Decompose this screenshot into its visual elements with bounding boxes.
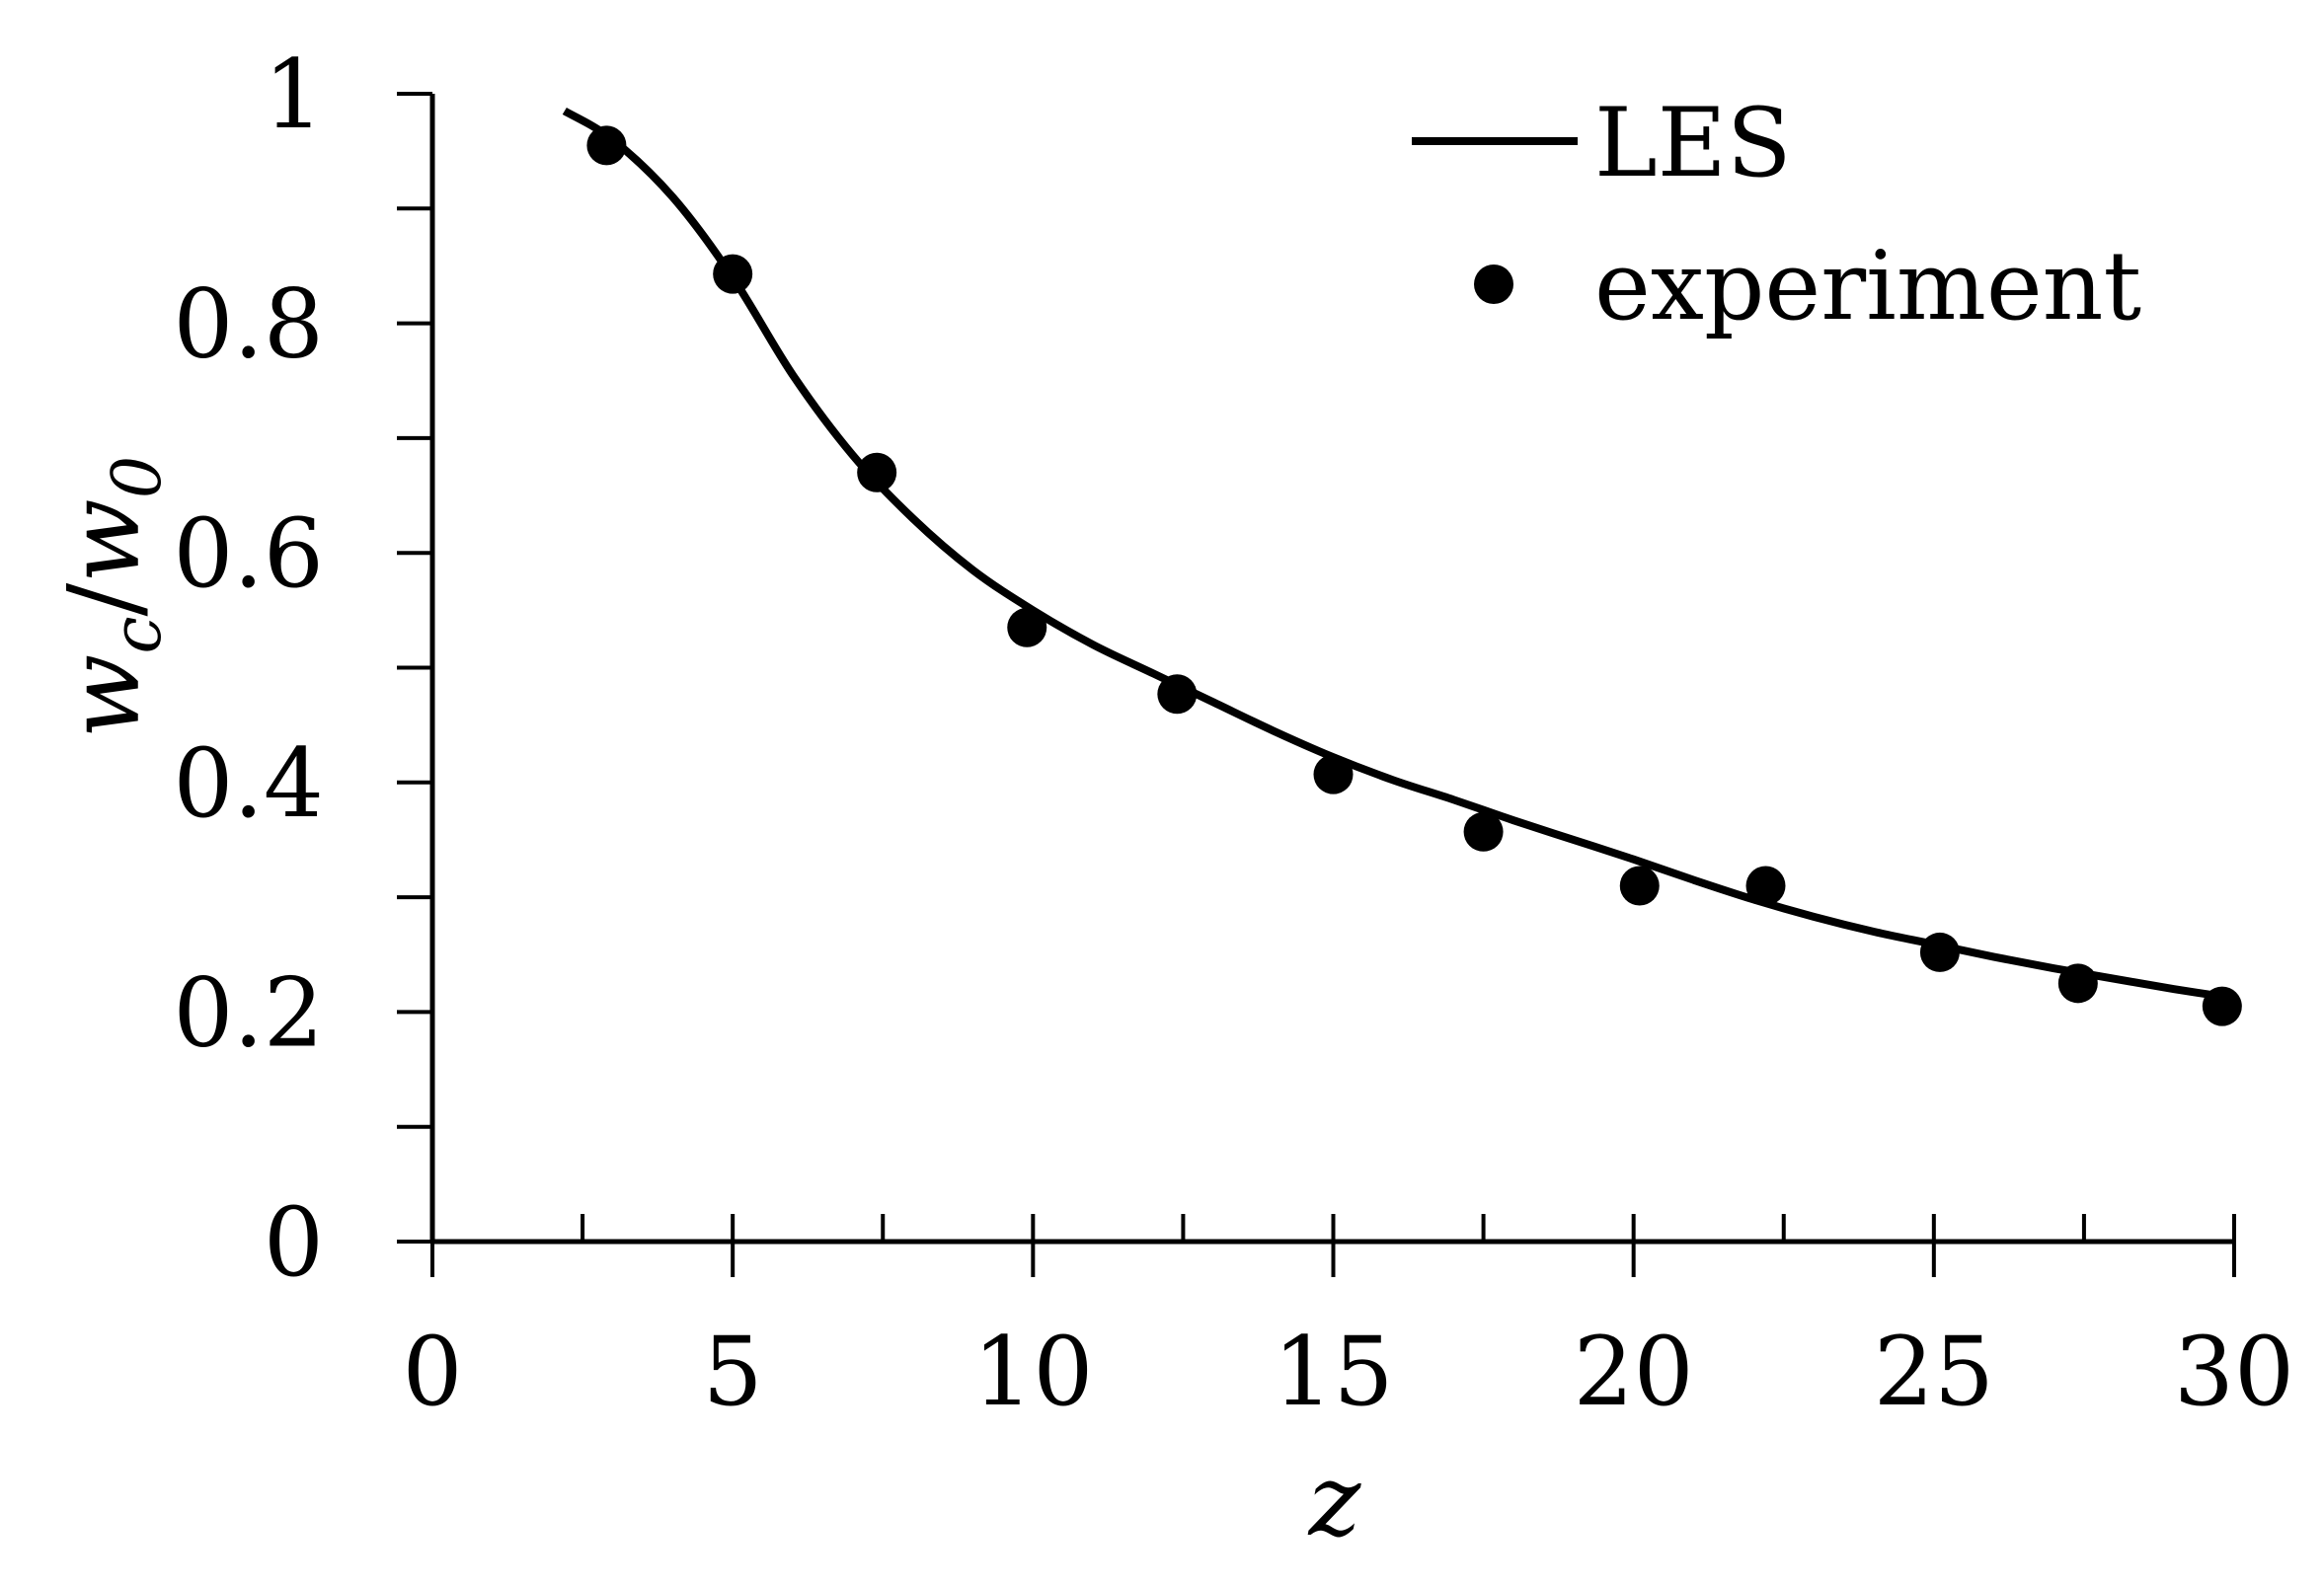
y-axis-title-sub2: 0 (99, 456, 177, 498)
legend-label-experiment: experiment (1594, 231, 2141, 341)
x-tick-label: 15 (1273, 1317, 1393, 1427)
y-tick-label: 0.2 (173, 957, 324, 1068)
x-axis-title: z (1308, 1443, 1362, 1558)
ticks: 0 5 10 15 20 25 30 0 0.2 0.4 0.6 0.8 1 (173, 39, 2294, 1427)
experiment-point (2057, 963, 2098, 1004)
y-tick-label: 0.8 (173, 269, 324, 380)
y-axis-title: wc/w0 (46, 456, 177, 738)
y-tick-label: 0.4 (173, 728, 324, 839)
y-axis-title-base2: w (46, 498, 162, 583)
series (562, 107, 2242, 1026)
x-tick-label: 30 (2174, 1317, 2294, 1427)
experiment-point (1745, 866, 1786, 906)
experiment-point (1463, 811, 1504, 852)
legend: LES experiment (1412, 88, 2141, 341)
experiment-point (1619, 866, 1660, 906)
legend-marker-swatch (1474, 265, 1513, 304)
x-tick-label: 20 (1574, 1317, 1694, 1427)
experiment-point (713, 254, 753, 294)
y-axis-title-base1: w (46, 654, 162, 739)
experiment-point (1313, 754, 1354, 794)
experiment-point (1919, 932, 1960, 972)
y-axis-title-slash: / (46, 582, 162, 616)
x-tick-label: 0 (402, 1317, 462, 1427)
experiment-point (586, 125, 627, 166)
experiment-point (2202, 986, 2242, 1026)
x-tick-label: 10 (972, 1317, 1093, 1427)
y-tick-label: 0 (264, 1187, 324, 1298)
experiment-point (857, 452, 897, 492)
y-tick-label: 1 (264, 39, 324, 150)
x-tick-label: 5 (703, 1317, 763, 1427)
experiment-point (1157, 674, 1198, 715)
experiment-point (1007, 607, 1047, 647)
y-tick-label: 0.6 (173, 498, 324, 609)
legend-label-les: LES (1594, 88, 1792, 198)
x-tick-label: 25 (1874, 1317, 1994, 1427)
y-axis-title-sub1: c (99, 616, 177, 653)
